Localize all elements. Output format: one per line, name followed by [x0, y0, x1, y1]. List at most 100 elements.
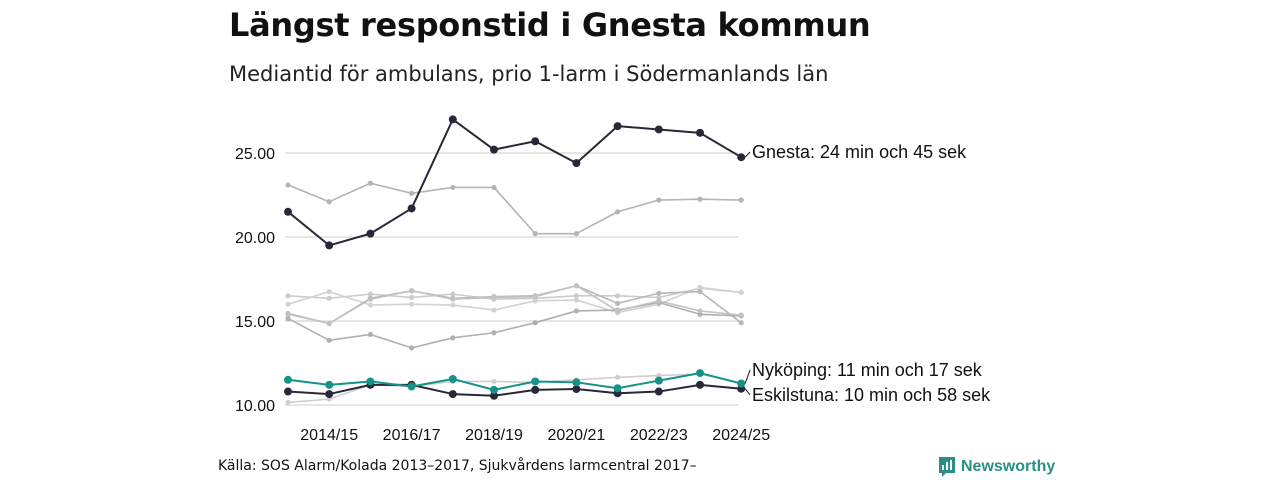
- other-series: [285, 283, 744, 327]
- other-series-point: [615, 293, 621, 299]
- gnesta-series: [284, 115, 746, 250]
- other-series-point: [738, 320, 744, 326]
- other-series-point: [697, 284, 703, 290]
- y-tick-label: 25.00: [235, 146, 275, 163]
- other-series: [285, 180, 744, 237]
- other-series-point: [738, 289, 744, 296]
- gnesta-point: [737, 153, 746, 162]
- other-series-point: [450, 296, 456, 302]
- nykoping-point: [366, 377, 375, 386]
- newsworthy-logo[interactable]: Newsworthy: [938, 456, 1055, 478]
- nykoping-point: [737, 379, 746, 388]
- other-series-point: [409, 345, 415, 351]
- source-note: Källa: SOS Alarm/Kolada 2013–2017, Sjukv…: [218, 458, 697, 474]
- other-series-point: [573, 231, 580, 237]
- other-series-point: [615, 308, 621, 314]
- nykoping-label: Nyköping: 11 min och 17 sek: [752, 360, 983, 380]
- nykoping-series: [284, 369, 746, 394]
- eskilstuna-point: [654, 387, 663, 396]
- eskilstuna-leader-line: [744, 388, 751, 396]
- highlighted-series: [284, 115, 746, 400]
- other-series-point: [491, 294, 497, 301]
- nykoping-point: [654, 376, 663, 385]
- other-series-line: [287, 182, 742, 235]
- y-tick-label: 20.00: [235, 230, 275, 247]
- other-series-point: [285, 399, 291, 406]
- other-series-point: [697, 308, 703, 314]
- brand-name: Newsworthy: [961, 458, 1056, 475]
- gnesta-line: [287, 118, 742, 247]
- other-series-point: [367, 291, 373, 297]
- other-series-point: [491, 307, 497, 313]
- nykoping-line: [287, 372, 742, 391]
- nykoping-point: [448, 374, 457, 383]
- other-series-point: [367, 180, 373, 186]
- chart-bubble-icon: [939, 457, 955, 477]
- gnesta-point: [366, 229, 375, 238]
- gnesta-point: [407, 204, 416, 213]
- eskilstuna-point: [490, 391, 498, 400]
- other-series-point: [532, 298, 538, 304]
- other-series-point: [697, 196, 703, 202]
- x-tick-label: 2020/21: [547, 427, 605, 444]
- nykoping-point: [613, 384, 622, 393]
- other-municipalities-series: [285, 180, 744, 406]
- gnesta-point: [325, 241, 334, 250]
- nykoping-leader-line: [744, 369, 751, 384]
- other-series-point: [326, 289, 332, 295]
- x-axis: 2014/15 2016/17 2018/19 2020/21 2022/23 2024/…: [300, 427, 770, 444]
- y-tick-label: 10.00: [235, 398, 275, 415]
- other-series-point: [326, 199, 332, 205]
- other-series-point: [285, 315, 291, 322]
- eskilstuna-point: [572, 385, 581, 394]
- gnesta-point: [654, 125, 663, 134]
- other-series-point: [573, 293, 580, 299]
- eskilstuna-point: [696, 380, 704, 389]
- other-series-point: [409, 294, 415, 301]
- other-series-point: [656, 197, 662, 203]
- other-series-point: [450, 291, 456, 297]
- x-tick-label: 2022/23: [630, 427, 688, 444]
- other-series-point: [615, 374, 621, 380]
- other-series-point: [491, 184, 497, 191]
- nykoping-point: [696, 369, 704, 378]
- other-series-point: [367, 302, 373, 308]
- other-series: [285, 284, 744, 316]
- other-series-point: [285, 293, 291, 299]
- chart-subtitle: Mediantid för ambulans, prio 1-larm i Sö…: [229, 62, 829, 86]
- eskilstuna-line: [287, 383, 742, 397]
- other-series-point: [656, 290, 662, 296]
- other-series-point: [409, 288, 415, 294]
- other-series-point: [285, 182, 291, 188]
- nykoping-point: [325, 380, 334, 389]
- eskilstuna-label: Eskilstuna: 10 min och 58 sek: [752, 385, 991, 405]
- x-tick-label: 2018/19: [465, 427, 523, 444]
- eskilstuna-series: [284, 380, 746, 400]
- gnesta-point: [490, 145, 498, 154]
- other-series-point: [285, 301, 291, 307]
- other-series-point: [326, 337, 332, 343]
- y-tick-label: 15.00: [235, 314, 275, 331]
- gnesta-point: [613, 122, 622, 131]
- gnesta-point: [448, 115, 457, 124]
- nykoping-point: [407, 382, 416, 391]
- other-series-point: [450, 335, 456, 341]
- eskilstuna-point: [448, 390, 457, 399]
- other-series-point: [573, 283, 580, 289]
- gnesta-point: [572, 159, 581, 168]
- other-series-line: [287, 286, 742, 314]
- nykoping-point: [490, 385, 498, 394]
- other-series-point: [697, 289, 703, 295]
- eskilstuna-point: [325, 390, 334, 399]
- other-series-point: [367, 331, 373, 338]
- other-series-point: [532, 320, 538, 326]
- other-series-point: [491, 378, 497, 385]
- other-series-point: [532, 294, 538, 300]
- gnesta-point: [696, 128, 704, 137]
- other-series-line: [287, 287, 742, 300]
- other-series-point: [409, 301, 415, 307]
- other-series-point: [573, 308, 580, 314]
- other-series-point: [491, 330, 497, 336]
- other-series-point: [285, 311, 291, 317]
- other-series-line: [287, 284, 742, 325]
